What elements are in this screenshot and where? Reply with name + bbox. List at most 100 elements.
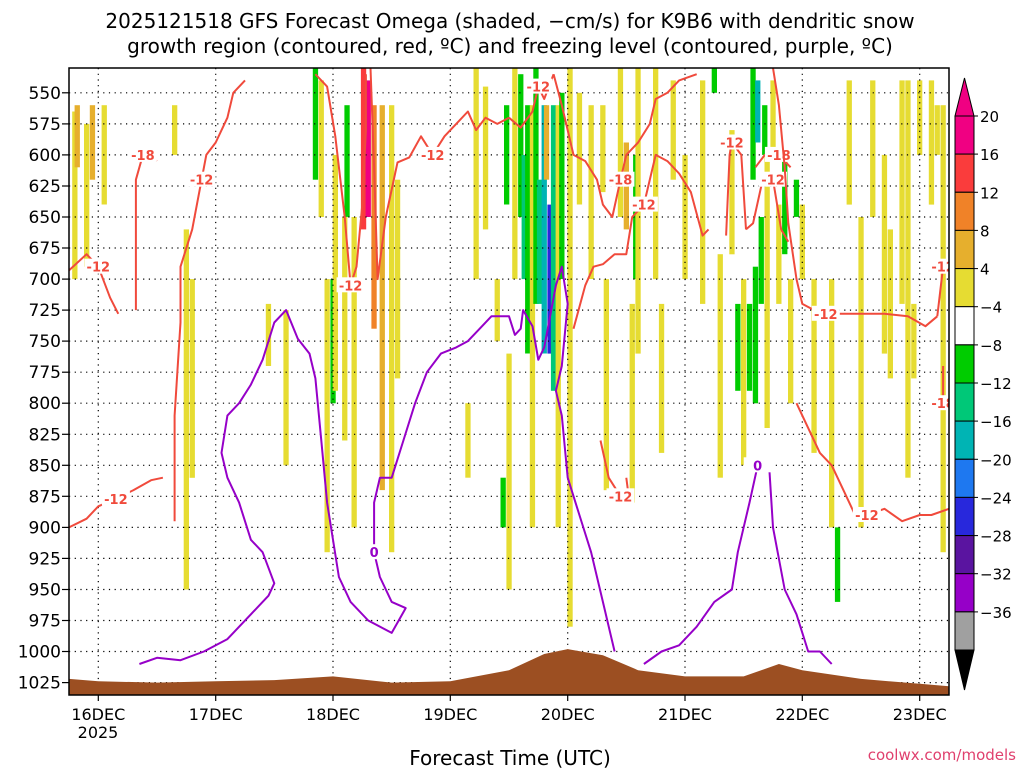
omega-band xyxy=(512,68,518,280)
dgz-contour-label-bg xyxy=(336,277,365,293)
plot-frame xyxy=(68,67,950,696)
omega-band xyxy=(729,130,735,255)
omega-band xyxy=(629,303,635,503)
omega-band xyxy=(312,68,319,180)
dgz-contour-layer: -12 -12 -18 -12 -12 -12 -12 -18 -12 -12 -12 -18 -12 -… xyxy=(69,68,949,529)
colorbar-tick-label: −8 xyxy=(980,337,1002,355)
freezing-contour-layer: 00 xyxy=(139,265,833,665)
dgz-contour-label: -12 xyxy=(339,279,363,294)
omega-band xyxy=(183,229,189,590)
omega-band xyxy=(770,80,776,155)
plot-area: -12 -12 -18 -12 -12 -12 -12 -18 -12 -12 -12 -18 -12 -… xyxy=(68,67,950,696)
omega-band xyxy=(658,303,665,453)
omega-band xyxy=(940,105,946,553)
y-tick-label: 950 xyxy=(29,581,61,601)
y-tick-label: 925 xyxy=(29,549,61,569)
omega-band xyxy=(521,154,527,280)
colorbar-segment xyxy=(954,535,975,575)
omega-band xyxy=(776,204,782,304)
colorbar-tick-label: −32 xyxy=(980,566,1012,584)
omega-band xyxy=(834,527,841,602)
y-tick-label: 575 xyxy=(29,115,61,135)
omega-band xyxy=(600,105,606,193)
freezing-contour-label: 0 xyxy=(370,546,379,561)
x-axis: 16DEC 17DEC 18DEC 19DEC 20DEC 21DEC 22DEC 23DEC xyxy=(71,695,947,724)
omega-shading-layer xyxy=(72,68,946,627)
x-tick-label: 17DEC xyxy=(189,705,243,724)
dgz-contour-label: -12 xyxy=(720,137,744,152)
colorbar-segment xyxy=(954,420,975,460)
x-axis-year-label: 2025 xyxy=(78,723,119,742)
dgz-contour-label: -12 xyxy=(190,174,214,189)
x-tick-label: 19DEC xyxy=(423,705,477,724)
omega-band xyxy=(829,279,835,528)
omega-band xyxy=(603,279,609,491)
y-tick-label: 800 xyxy=(29,394,61,414)
colorbar-tick-label: 20 xyxy=(980,108,999,126)
omega-band xyxy=(735,303,741,391)
omega-band xyxy=(504,105,510,205)
omega-band xyxy=(344,105,350,217)
omega-band xyxy=(788,279,794,404)
omega-band xyxy=(670,80,676,180)
colorbar-segment xyxy=(954,191,975,231)
omega-band xyxy=(482,86,489,230)
omega-band xyxy=(342,217,348,441)
y-tick-label: 625 xyxy=(29,177,61,197)
dgz-contour-label: -12 xyxy=(814,308,838,323)
omega-band xyxy=(576,92,583,205)
colorbar: 20 16 12 8 4 −4 −8 −12 −16 −20 −24 −28 −32 −36 xyxy=(954,77,1012,691)
y-tick-label: 650 xyxy=(29,208,61,228)
omega-band xyxy=(379,105,385,491)
colorbar-tick-label: −24 xyxy=(980,489,1012,507)
colorbar-segment xyxy=(954,306,975,346)
omega-band xyxy=(547,204,553,354)
omega-band xyxy=(506,353,512,590)
colorbar-tick-label: 4 xyxy=(980,261,990,279)
omega-band xyxy=(365,80,371,218)
y-tick-label: 750 xyxy=(29,332,61,352)
omega-band xyxy=(74,105,80,168)
colorbar-tick-label: −16 xyxy=(980,413,1012,431)
colorbar-segment xyxy=(954,153,975,193)
x-tick-label: 21DEC xyxy=(658,705,712,724)
omega-band xyxy=(764,154,770,428)
colorbar-segment xyxy=(954,344,975,384)
omega-band xyxy=(371,105,377,329)
y-tick-label: 825 xyxy=(29,425,61,445)
grid-layer xyxy=(69,68,949,695)
dgz-contour-label-bg xyxy=(84,258,113,274)
colorbar-segment xyxy=(954,229,975,269)
omega-band xyxy=(536,179,543,304)
omega-band xyxy=(318,80,324,218)
dgz-contour-label-bg xyxy=(852,507,881,522)
colorbar-segment xyxy=(954,611,975,651)
y-tick-label: 875 xyxy=(29,487,61,507)
dgz-contour-label-bg xyxy=(811,305,840,321)
colorbar-tick-label: −4 xyxy=(980,299,1002,317)
omega-band xyxy=(700,80,706,304)
omega-band xyxy=(189,279,195,478)
omega-band xyxy=(917,80,923,155)
colorbar-segment xyxy=(954,115,975,155)
colorbar-segment xyxy=(954,496,975,536)
dgz-contour-label: -12 xyxy=(761,174,785,189)
omega-band xyxy=(559,92,565,279)
dgz-contour-label-bg xyxy=(187,171,216,187)
y-tick-label: 900 xyxy=(29,518,61,538)
omega-band xyxy=(500,477,506,528)
dgz-contour-label: -12 xyxy=(87,261,111,276)
y-tick-label: 975 xyxy=(29,612,61,632)
omega-band xyxy=(588,105,594,279)
omega-band xyxy=(360,68,367,230)
y-tick-label: 1025 xyxy=(18,674,61,694)
omega-band xyxy=(465,403,471,478)
y-tick-label: 1000 xyxy=(18,643,61,663)
x-tick-label: 20DEC xyxy=(541,705,595,724)
freezing-contour-label-bg xyxy=(360,544,389,560)
omega-band xyxy=(881,154,888,354)
omega-band xyxy=(717,254,723,478)
omega-band xyxy=(84,123,90,267)
dgz-contour-label-bg xyxy=(629,196,658,212)
